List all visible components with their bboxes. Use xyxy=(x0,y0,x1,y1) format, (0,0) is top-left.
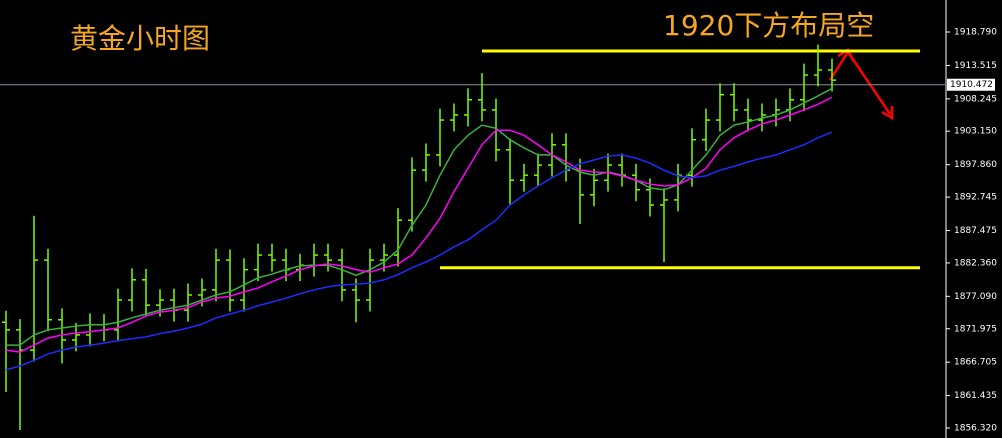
y-tick-label: 1882.360 xyxy=(954,258,997,268)
y-tick-label: 1903.150 xyxy=(954,127,997,137)
arrow-path xyxy=(828,49,892,115)
y-tick-label: 1861.435 xyxy=(954,391,997,401)
y-tick-label: 1877.090 xyxy=(954,292,997,302)
moving-average xyxy=(5,96,833,353)
moving-average xyxy=(5,131,833,371)
last-price-label: 1910.472 xyxy=(950,80,993,90)
y-tick-label: 1897.860 xyxy=(954,160,997,170)
arrow-head xyxy=(881,106,894,121)
y-tick-label: 1871.975 xyxy=(954,324,997,334)
y-tick-label: 1908.245 xyxy=(954,94,997,104)
annotation: 1920下方布局空 xyxy=(663,9,874,42)
y-tick-label: 1856.320 xyxy=(954,423,997,433)
y-tick-label: 1913.515 xyxy=(954,61,997,71)
chart-title: 黄金小时图 xyxy=(70,22,210,55)
y-tick-label: 1918.790 xyxy=(954,28,997,38)
y-tick-label: 1866.705 xyxy=(954,358,997,368)
last-price-box xyxy=(947,78,995,91)
y-tick-label: 1887.475 xyxy=(954,226,997,236)
moving-average xyxy=(6,87,833,346)
y-tick-label: 1892.745 xyxy=(954,193,997,203)
red-arrow xyxy=(828,48,894,121)
